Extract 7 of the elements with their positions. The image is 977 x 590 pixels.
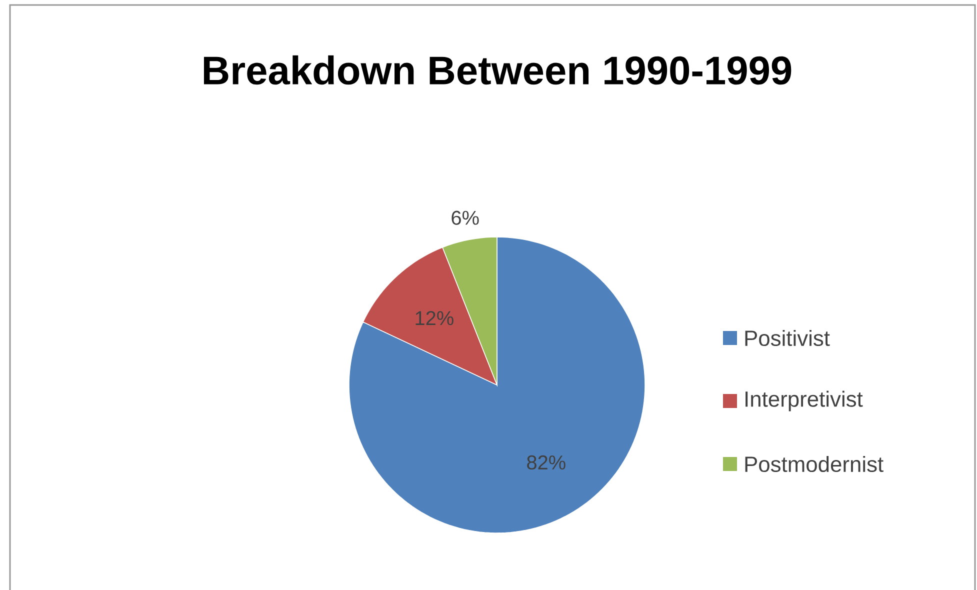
legend-label: Postmodernist [745,456,884,472]
data-label: 82% [527,455,566,470]
legend-label: Positivist [745,330,830,346]
chart-title: Breakdown Between 1990-1999 [204,55,792,85]
data-label: 6% [452,210,479,225]
legend-label: Interpretivist [746,390,863,412]
data-label: 12% [416,311,454,326]
